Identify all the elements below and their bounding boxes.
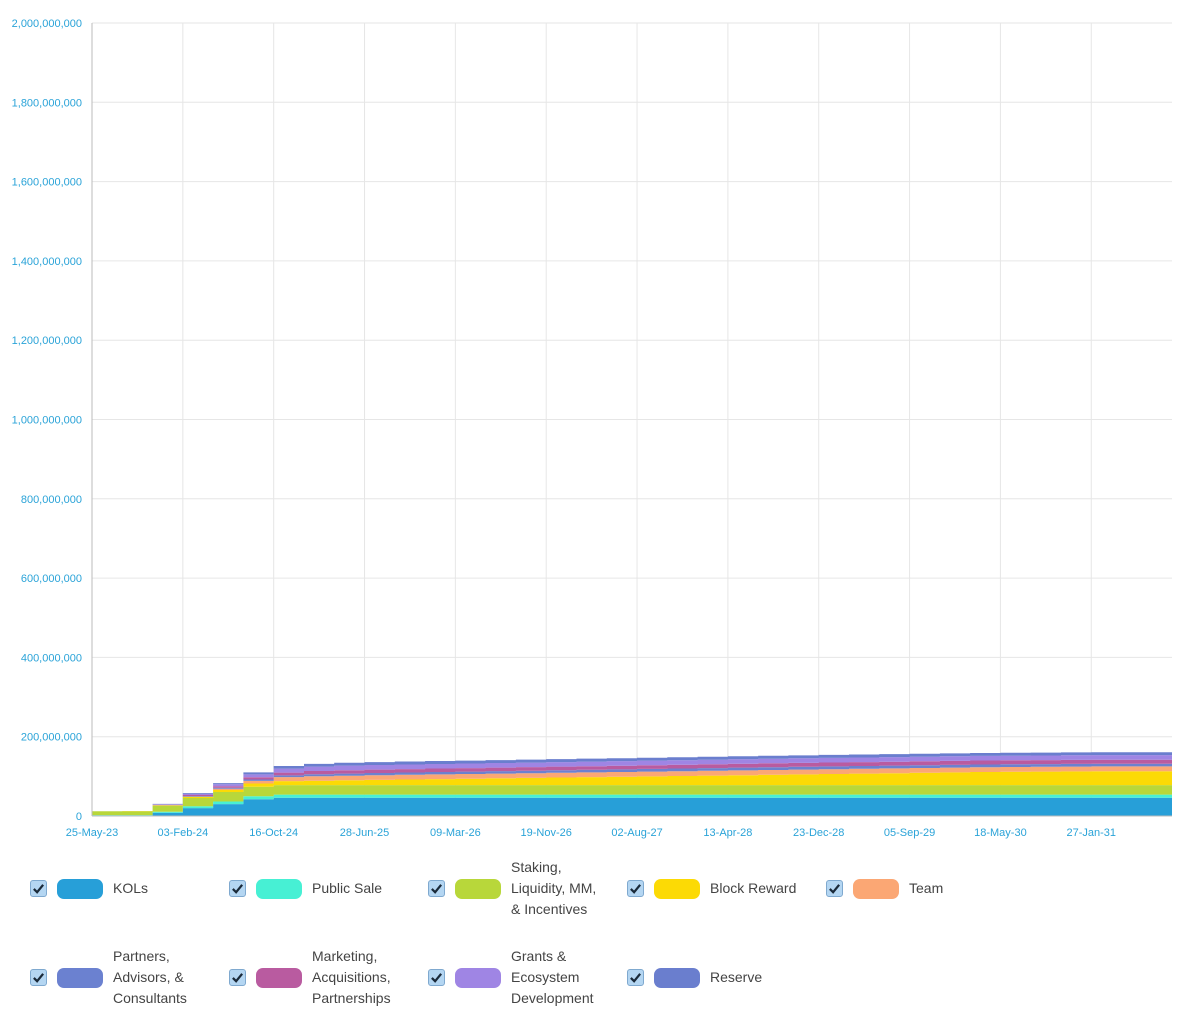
checkbox-partners[interactable] [30,969,47,986]
checkbox-marketing[interactable] [229,969,246,986]
swatch-staking [455,878,501,899]
legend-label-staking: Staking, Liquidity, MM, & Incentives [511,859,597,917]
y-tick-label: 1,600,000,000 [12,177,82,189]
checkbox-grants[interactable] [428,969,445,986]
legend-label-marketing: Marketing, Acquisitions, Partnerships [312,948,391,1006]
x-tick-label: 25-May-23 [66,827,119,839]
swatch-kols [57,878,103,899]
x-tick-label: 05-Sep-29 [884,827,935,839]
x-tick-label: 28-Jun-25 [340,827,390,839]
y-tick-label: 800,000,000 [21,494,82,506]
y-tick-label: 200,000,000 [21,732,82,744]
x-tick-label: 09-Mar-26 [430,827,481,839]
x-tick-label: 13-Apr-28 [703,827,752,839]
area-series-public-sale [92,794,1172,816]
legend-item-staking[interactable]: Staking, Liquidity, MM, & Incentives [428,857,616,920]
y-tick-label: 400,000,000 [21,652,82,664]
legend-item-public-sale[interactable]: Public Sale [229,878,417,899]
area-series-team [92,766,1172,812]
swatch-block-reward [654,878,700,899]
legend-label-team: Team [909,880,944,896]
swatch-grants [455,967,501,988]
swatch-partners [57,967,103,988]
legend-item-block-reward[interactable]: Block Reward [627,878,815,899]
y-tick-label: 600,000,000 [21,573,82,585]
legend-item-reserve[interactable]: Reserve [627,967,815,988]
legend-label-grants: Grants & Ecosystem Development [511,948,594,1006]
area-series-kols [92,797,1172,816]
checkbox-public-sale[interactable] [229,880,246,897]
checkbox-team[interactable] [826,880,843,897]
x-tick-label: 19-Nov-26 [521,827,572,839]
legend-item-partners[interactable]: Partners, Advisors, & Consultants [30,946,218,1009]
legend-item-marketing[interactable]: Marketing, Acquisitions, Partnerships [229,946,417,1009]
chart-legend: KOLs Public Sale Staking, Liquidity, MM,… [0,855,1200,1025]
legend-item-grants[interactable]: Grants & Ecosystem Development [428,946,616,1009]
x-tick-label: 27-Jan-31 [1066,827,1116,839]
legend-label-partners: Partners, Advisors, & Consultants [113,948,187,1006]
checkbox-block-reward[interactable] [627,880,644,897]
area-series-partners-advisors-consultants [92,763,1172,812]
area-series-staking-liquidity-mm-incentives [92,785,1172,816]
swatch-reserve [654,967,700,988]
area-series-block-reward [92,771,1172,812]
y-tick-label: 0 [76,811,82,823]
legend-label-kols: KOLs [113,880,149,896]
swatch-marketing [256,967,302,988]
y-tick-label: 1,200,000,000 [12,335,82,347]
y-tick-label: 2,000,000,000 [12,18,82,30]
legend-label-block-reward: Block Reward [710,880,797,896]
y-tick-label: 1,800,000,000 [12,97,82,109]
token-unlock-chart: 0 200,000,000 400,000,000 600,000,000 800,00… [12,18,1172,839]
swatch-public-sale [256,878,302,899]
legend-item-team[interactable]: Team [826,878,1014,899]
checkbox-kols[interactable] [30,880,47,897]
x-tick-label: 02-Aug-27 [611,827,662,839]
y-tick-label: 1,000,000,000 [12,415,82,427]
legend-item-kols[interactable]: KOLs [30,878,218,899]
legend-label-reserve: Reserve [710,969,763,985]
x-tick-label: 16-Oct-24 [249,827,298,839]
y-tick-label: 1,400,000,000 [12,256,82,268]
checkbox-staking[interactable] [428,880,445,897]
area-series-marketing-acquisitions-partnerships [92,759,1172,812]
swatch-team [853,878,899,899]
x-tick-label: 18-May-30 [974,827,1027,839]
area-series-grants-ecosystem-development [92,755,1172,812]
x-tick-label: 23-Dec-28 [793,827,844,839]
checkbox-reserve[interactable] [627,969,644,986]
legend-label-public-sale: Public Sale [312,880,383,896]
x-tick-label: 03-Feb-24 [157,827,208,839]
